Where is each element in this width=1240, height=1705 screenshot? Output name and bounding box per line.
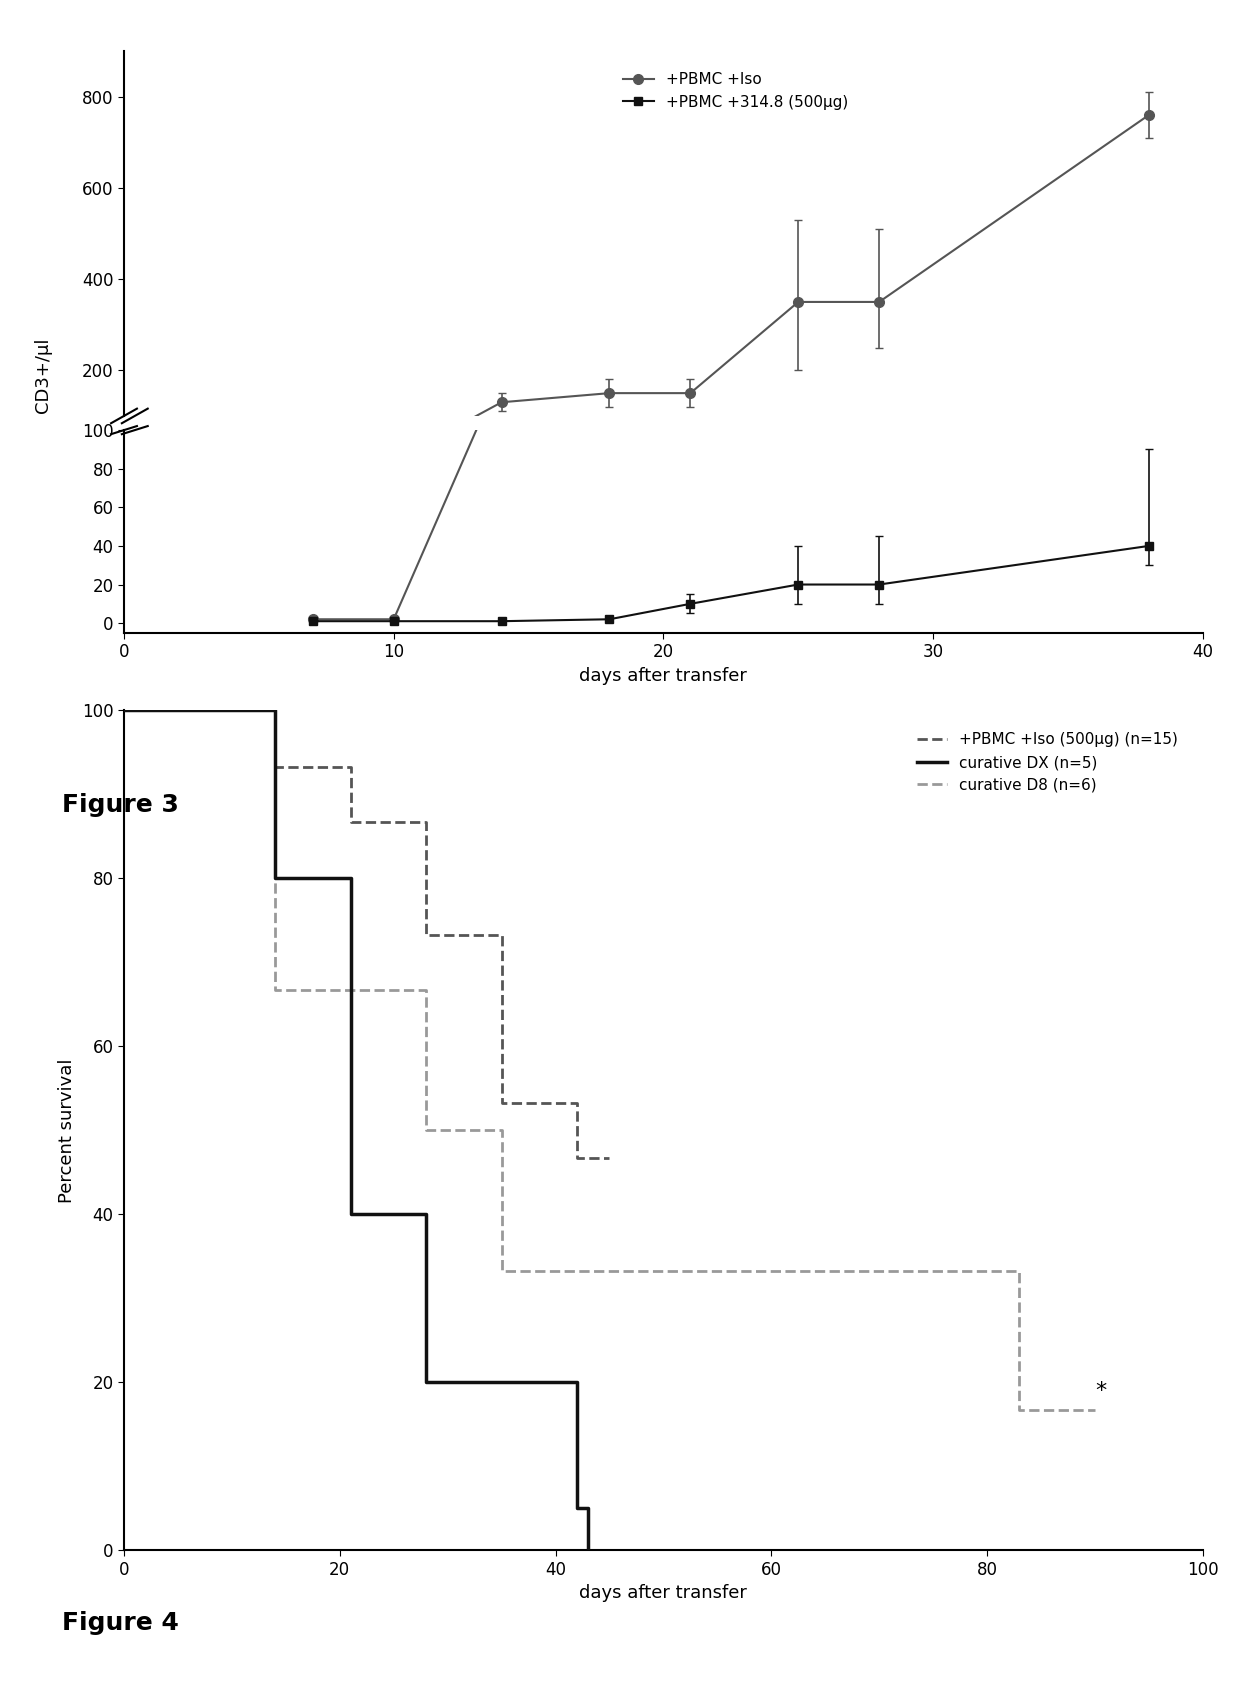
curative D8 (n=6): [192, 701, 207, 721]
curative D8 (n=6): [343, 980, 358, 1001]
curative D8 (n=6): [268, 980, 283, 1001]
curative DX (n=5): [580, 1540, 595, 1560]
curative D8 (n=6): [494, 1120, 508, 1141]
curative D8 (n=6): [818, 1260, 833, 1280]
curative D8 (n=6): [1012, 1260, 1027, 1280]
Line: curative D8 (n=6): curative D8 (n=6): [124, 711, 1095, 1410]
curative DX (n=5): [268, 868, 283, 888]
+PBMC +Iso (500μg) (n=15): [494, 1093, 508, 1113]
+PBMC +Iso (500μg) (n=15): [569, 1147, 584, 1168]
+PBMC +Iso (500μg) (n=15): [494, 924, 508, 945]
Legend: +PBMC +Iso (500μg) (n=15), curative DX (n=5), curative D8 (n=6): +PBMC +Iso (500μg) (n=15), curative DX (…: [910, 726, 1184, 800]
Text: Figure 3: Figure 3: [62, 793, 179, 817]
+PBMC +Iso (500μg) (n=15): [343, 812, 358, 832]
+PBMC +Iso (500μg) (n=15): [419, 924, 434, 945]
Text: *: *: [1095, 1381, 1106, 1402]
curative D8 (n=6): [494, 1260, 508, 1280]
Line: curative DX (n=5): curative DX (n=5): [124, 711, 588, 1550]
curative DX (n=5): [569, 1373, 584, 1393]
curative D8 (n=6): [419, 980, 434, 1001]
Y-axis label: Percent survival: Percent survival: [58, 1059, 77, 1202]
curative D8 (n=6): [1087, 1400, 1102, 1420]
+PBMC +Iso (500μg) (n=15): [268, 701, 283, 721]
curative DX (n=5): [192, 701, 207, 721]
+PBMC +Iso (500μg) (n=15): [192, 701, 207, 721]
curative DX (n=5): [419, 1373, 434, 1393]
curative D8 (n=6): [268, 701, 283, 721]
curative DX (n=5): [268, 701, 283, 721]
curative DX (n=5): [117, 701, 131, 721]
X-axis label: days after transfer: days after transfer: [579, 667, 748, 685]
+PBMC +Iso (500μg) (n=15): [603, 1147, 618, 1168]
+PBMC +Iso (500μg) (n=15): [268, 757, 283, 777]
Line: +PBMC +Iso (500μg) (n=15): +PBMC +Iso (500μg) (n=15): [124, 711, 610, 1158]
curative DX (n=5): [419, 1204, 434, 1224]
curative D8 (n=6): [818, 1260, 833, 1280]
curative D8 (n=6): [569, 1260, 584, 1280]
+PBMC +Iso (500μg) (n=15): [117, 701, 131, 721]
curative D8 (n=6): [1012, 1400, 1027, 1420]
Text: Figure 4: Figure 4: [62, 1611, 179, 1635]
X-axis label: days after transfer: days after transfer: [579, 1584, 748, 1603]
+PBMC +Iso (500μg) (n=15): [343, 757, 358, 777]
curative D8 (n=6): [117, 701, 131, 721]
curative DX (n=5): [343, 1204, 358, 1224]
+PBMC +Iso (500μg) (n=15): [419, 812, 434, 832]
curative D8 (n=6): [569, 1260, 584, 1280]
curative DX (n=5): [192, 701, 207, 721]
curative DX (n=5): [343, 868, 358, 888]
curative D8 (n=6): [419, 1120, 434, 1141]
curative DX (n=5): [494, 1373, 508, 1393]
Legend: +PBMC +Iso, +PBMC +314.8 (500μg): +PBMC +Iso, +PBMC +314.8 (500μg): [618, 66, 854, 116]
Text: CD3+/μl: CD3+/μl: [35, 338, 52, 413]
curative DX (n=5): [494, 1373, 508, 1393]
curative DX (n=5): [569, 1499, 584, 1519]
+PBMC +Iso (500μg) (n=15): [603, 1147, 618, 1168]
curative D8 (n=6): [192, 701, 207, 721]
+PBMC +Iso (500μg) (n=15): [192, 701, 207, 721]
curative D8 (n=6): [1087, 1400, 1102, 1420]
+PBMC +Iso (500μg) (n=15): [569, 1093, 584, 1113]
curative D8 (n=6): [343, 980, 358, 1001]
curative DX (n=5): [580, 1499, 595, 1519]
